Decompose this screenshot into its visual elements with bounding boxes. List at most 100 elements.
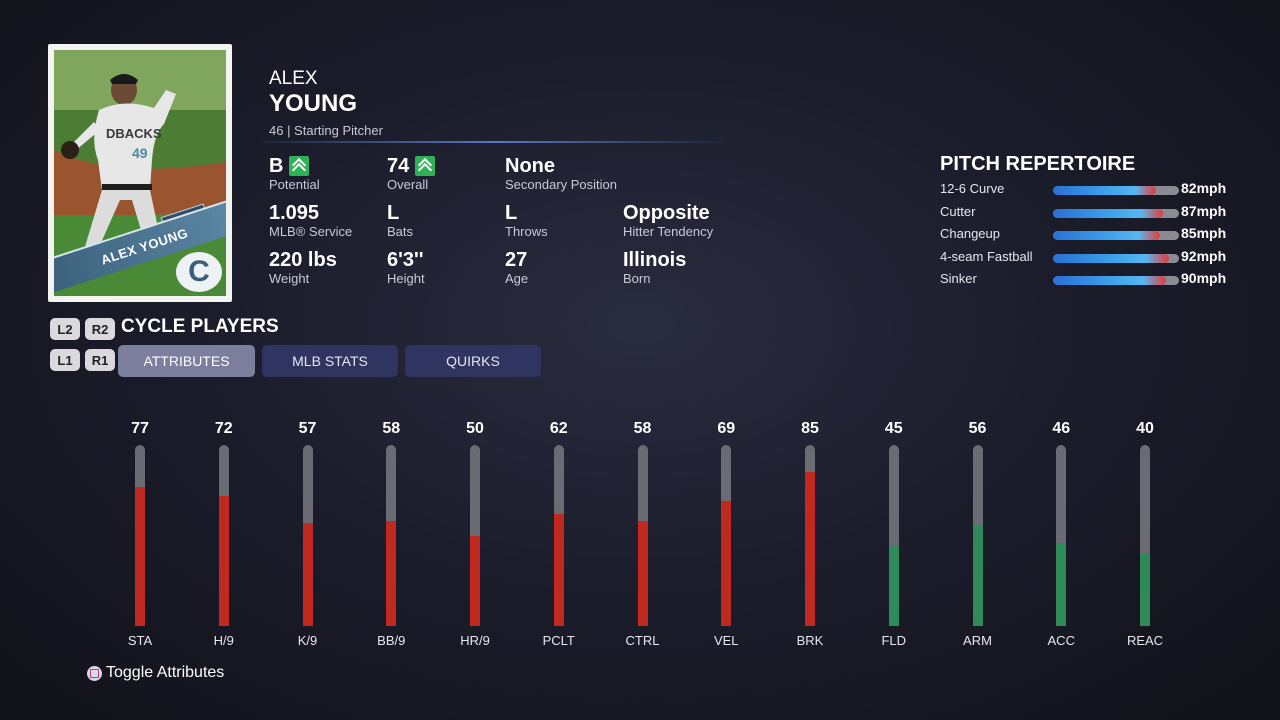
pitch-speed-fill <box>1053 276 1167 285</box>
info-label: Throws <box>505 224 548 239</box>
info-overall: 74 Overall <box>387 155 436 193</box>
l1-button-icon[interactable]: L1 <box>50 349 80 371</box>
tab-attributes[interactable]: ATTRIBUTES <box>118 345 255 377</box>
attribute-value: 45 <box>884 420 903 437</box>
attribute-bar-fill <box>972 524 983 626</box>
info-weight: 220 lbs Weight <box>269 249 337 287</box>
attribute-value: 69 <box>717 420 736 437</box>
attribute-bar-fill <box>135 486 145 626</box>
pitch-speed-fill <box>1053 208 1163 218</box>
info-mlb-service: 1.095 MLB® Service <box>269 202 352 240</box>
pitch-row: Changeup 85mph <box>940 224 1240 244</box>
attribute-bar-track <box>470 445 480 626</box>
r2-button-icon[interactable]: R2 <box>85 318 115 340</box>
pitch-repertoire-title: PITCH REPERTOIRE <box>940 153 1136 175</box>
player-position-line: 46 | Starting Pitcher <box>269 123 383 138</box>
info-value: L <box>505 202 518 224</box>
pitch-name: 12-6 Curve <box>940 181 1005 196</box>
attribute-label: ACC <box>1047 633 1075 648</box>
pitch-speed-bar <box>1053 186 1179 195</box>
attribute-value: 50 <box>466 420 484 437</box>
svg-text:DBACKS: DBACKS <box>106 126 162 141</box>
cycle-players-label: CYCLE PLAYERS <box>121 316 279 337</box>
info-throws: L Throws <box>505 202 548 240</box>
attribute-label: VEL <box>713 633 739 648</box>
attribute-bar-fill <box>805 472 815 626</box>
attribute-label: CTRL <box>625 633 660 648</box>
r1-button-icon[interactable]: R1 <box>85 349 115 371</box>
attribute-brk: 85 BRK <box>780 420 840 650</box>
attribute-vel: 69 VEL <box>696 420 756 650</box>
info-value: 6'3'' <box>387 249 424 271</box>
pitch-row: 12-6 Curve 82mph <box>940 179 1240 199</box>
pitch-speed-bar <box>1053 208 1179 218</box>
info-potential: B Potential <box>269 155 320 193</box>
attribute-label: PCLT <box>542 633 575 648</box>
attribute-reac: 40 REAC <box>1115 420 1175 650</box>
attribute-value: 40 <box>1136 420 1154 437</box>
attribute-bar-track <box>1140 445 1150 626</box>
attribute-label: ARM <box>963 633 992 648</box>
pitch-speed: 90mph <box>1181 270 1227 286</box>
toggle-attributes-label[interactable]: Toggle Attributes <box>106 664 225 681</box>
attribute-bar-fill <box>1140 553 1150 626</box>
tab-quirks[interactable]: QUIRKS <box>405 345 541 377</box>
attribute-value: 62 <box>549 420 568 437</box>
info-value: Opposite <box>623 202 710 224</box>
info-born: Illinois Born <box>623 249 686 287</box>
pitch-row: 4-seam Fastball 92mph <box>940 247 1240 267</box>
pitch-speed-fill <box>1053 231 1161 240</box>
pitch-speed: 82mph <box>1181 180 1227 196</box>
upgrade-arrow-icon <box>289 156 310 176</box>
attribute-value: 58 <box>382 420 401 437</box>
player-card-image: DBACKS 49 SP | L/L ALEX YOUNG C <box>54 50 226 296</box>
info-age: 27 Age <box>505 249 528 287</box>
attribute-label: BB/9 <box>377 633 406 648</box>
attribute-value: 57 <box>298 420 317 437</box>
pitch-speed: 85mph <box>1181 225 1227 241</box>
attribute-label: STA <box>127 633 153 648</box>
info-label: MLB® Service <box>269 224 353 239</box>
pitch-speed-fill <box>1053 186 1157 195</box>
attribute-value: 77 <box>131 420 149 437</box>
attribute-bar-track <box>972 445 983 626</box>
attribute-bar-track <box>553 445 564 626</box>
attribute-value: 46 <box>1052 420 1071 437</box>
attribute-bar-fill <box>637 521 648 626</box>
tab-mlb-stats[interactable]: MLB STATS <box>262 345 398 377</box>
info-value: None <box>505 155 555 177</box>
info-label: Born <box>623 271 651 286</box>
info-hitter-tendency: Opposite Hitter Tendency <box>623 202 713 240</box>
square-button-icon[interactable] <box>87 666 102 681</box>
attribute-ctrl: 58 CTRL <box>613 420 673 650</box>
info-label: Potential <box>269 177 320 192</box>
attribute-bar-track <box>805 445 815 626</box>
info-label: Secondary Position <box>505 177 618 192</box>
team-logo-icon: C <box>176 252 222 292</box>
pitch-speed-bar <box>1053 253 1179 263</box>
attribute-value: 56 <box>968 420 987 437</box>
l2-button-icon[interactable]: L2 <box>50 318 80 340</box>
info-value: L <box>387 202 400 224</box>
info-label: Overall <box>387 177 429 192</box>
pitch-speed-bar <box>1053 276 1179 285</box>
info-value: 220 lbs <box>269 249 337 271</box>
attribute-arm: 56 ARM <box>948 420 1008 650</box>
pitch-row: Sinker 90mph <box>940 269 1240 289</box>
player-first-name: ALEX <box>269 68 318 89</box>
info-secondary-position: None Secondary Position <box>505 155 617 193</box>
attribute-value: 72 <box>214 420 233 437</box>
attribute-bar-fill <box>888 544 899 626</box>
attribute-label: HR/9 <box>460 633 490 648</box>
attribute-sta: 77 STA <box>110 420 170 650</box>
attribute-label: H/9 <box>213 633 234 648</box>
svg-text:49: 49 <box>132 145 148 161</box>
player-card: DBACKS 49 SP | L/L ALEX YOUNG C <box>48 44 232 302</box>
attribute-bar-fill <box>470 535 480 626</box>
attribute-bar-track <box>135 445 145 626</box>
pitch-speed-fill <box>1053 253 1169 263</box>
attribute-bb-9: 58 BB/9 <box>361 420 421 650</box>
attribute-bar-track <box>721 445 732 626</box>
pitch-row: Cutter 87mph <box>940 202 1240 222</box>
attribute-label: BRK <box>796 633 824 648</box>
